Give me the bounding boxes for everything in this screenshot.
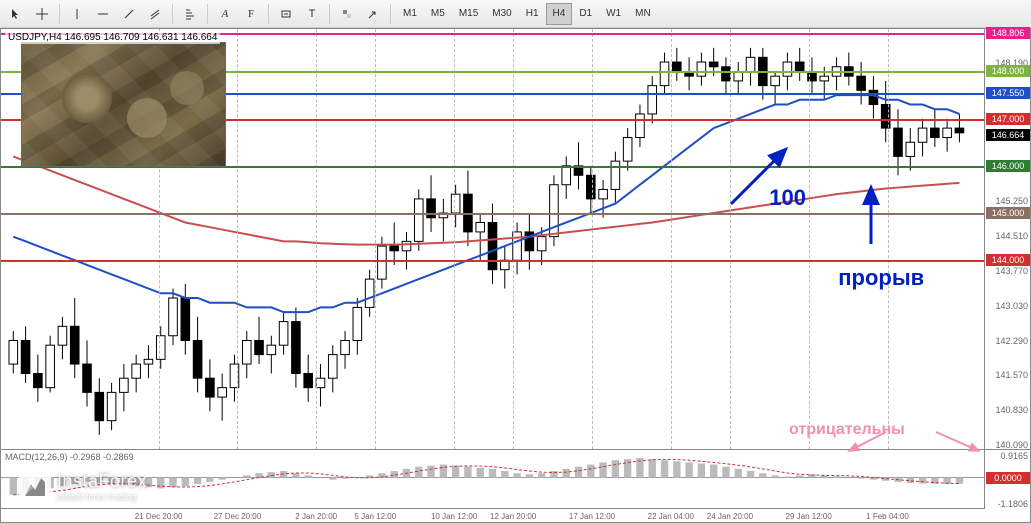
price-box: 144.000 [986,254,1030,266]
text-label-tool[interactable]: T [300,3,324,25]
main-chart-area[interactable]: 100 прорыв отрицательны [1,29,984,449]
horizontal-line-tool[interactable] [91,3,115,25]
price-line [1,260,984,262]
arrow-negative-2 [931,429,986,457]
price-tick: 141.570 [995,370,1028,380]
price-tick: 142.290 [995,336,1028,346]
logo-icon [19,470,51,502]
macd-zero-box: 0.0000 [986,472,1030,484]
separator [59,4,60,24]
annotation-breakout: прорыв [838,265,924,291]
price-box: 146.664 [986,129,1030,141]
price-box: 146.000 [986,160,1030,172]
timeframe-h4[interactable]: H4 [546,3,573,25]
crosshair-tool[interactable] [30,3,54,25]
price-line [1,213,984,215]
price-box: 147.550 [986,87,1030,99]
separator [172,4,173,24]
trendline-tool[interactable] [117,3,141,25]
price-tick: 143.030 [995,301,1028,311]
price-box: 147.000 [986,113,1030,125]
macd-svg [1,450,984,509]
arrow-breakout [856,179,886,249]
macd-axis: 0.91650.0000-1.18060.0000 [984,449,1030,509]
cursor-tool[interactable] [4,3,28,25]
price-tick: 145.250 [995,196,1028,206]
chart-container: USDJPY,H4 146.695 146.709 146.631 146.66… [0,28,1031,523]
price-tick: 144.510 [995,231,1028,241]
price-box: 145.000 [986,207,1030,219]
time-tick: 21 Dec 20:00 [135,512,183,521]
separator [390,4,391,24]
timeframe-m5[interactable]: M5 [424,3,452,25]
time-tick: 27 Dec 20:00 [214,512,262,521]
fibonacci-tool[interactable] [178,3,202,25]
arrow-tool[interactable] [361,3,385,25]
currency-image [21,42,226,167]
annotation-negative: отрицательны [789,421,905,439]
macd-panel[interactable]: MACD(12,26,9) -0.2968 -0.2869 [1,449,984,509]
instaforex-logo: InstaForex instant forex trading [19,470,147,502]
timeframe-m15[interactable]: M15 [452,3,485,25]
vertical-line-tool[interactable] [65,3,89,25]
price-box: 148.000 [986,65,1030,77]
time-axis: 21 Dec 20:00 27 Dec 20:00 2 Jan 20:00 5 Jan… [1,508,984,522]
price-tick: 143.770 [995,266,1028,276]
shapes-tool[interactable] [335,3,359,25]
price-tick: 140.830 [995,405,1028,415]
toolbar: A F T M1M5M15M30H1H4D1W1MN [0,0,1031,28]
label-tool[interactable] [274,3,298,25]
time-tick: 24 Jan 20:00 [707,512,753,521]
chart-info-bar: USDJPY,H4 146.695 146.709 146.631 146.66… [5,31,220,44]
time-tick: 22 Jan 04:00 [648,512,694,521]
macd-tick: 0.9165 [1000,451,1028,461]
time-tick: 1 Feb 04:00 [866,512,909,521]
font-tool[interactable]: F [239,3,263,25]
timeframe-d1[interactable]: D1 [572,3,599,25]
timeframe-mn[interactable]: MN [628,3,658,25]
timeframe-m1[interactable]: M1 [396,3,424,25]
time-tick: 5 Jan 12:00 [354,512,396,521]
price-axis: 148.190147.470145.250144.510143.770143.0… [984,29,1030,449]
separator [207,4,208,24]
time-tick: 2 Jan 20:00 [295,512,337,521]
channel-tool[interactable] [143,3,167,25]
time-tick: 12 Jan 20:00 [490,512,536,521]
separator [268,4,269,24]
time-tick: 29 Jan 12:00 [786,512,832,521]
timeframe-h1[interactable]: H1 [519,3,546,25]
time-tick: 17 Jan 12:00 [569,512,615,521]
timeframe-m30[interactable]: M30 [485,3,518,25]
logo-subtitle: instant forex trading [57,492,147,502]
separator [329,4,330,24]
text-tool[interactable]: A [213,3,237,25]
price-box: 148.806 [986,27,1030,39]
macd-tick: -1.1806 [997,499,1028,509]
macd-label: MACD(12,26,9) -0.2968 -0.2869 [5,452,134,462]
annotation-ma100: 100 [769,185,806,211]
logo-name: InstaForex [57,471,147,492]
time-tick: 10 Jan 12:00 [431,512,477,521]
timeframe-w1[interactable]: W1 [599,3,628,25]
